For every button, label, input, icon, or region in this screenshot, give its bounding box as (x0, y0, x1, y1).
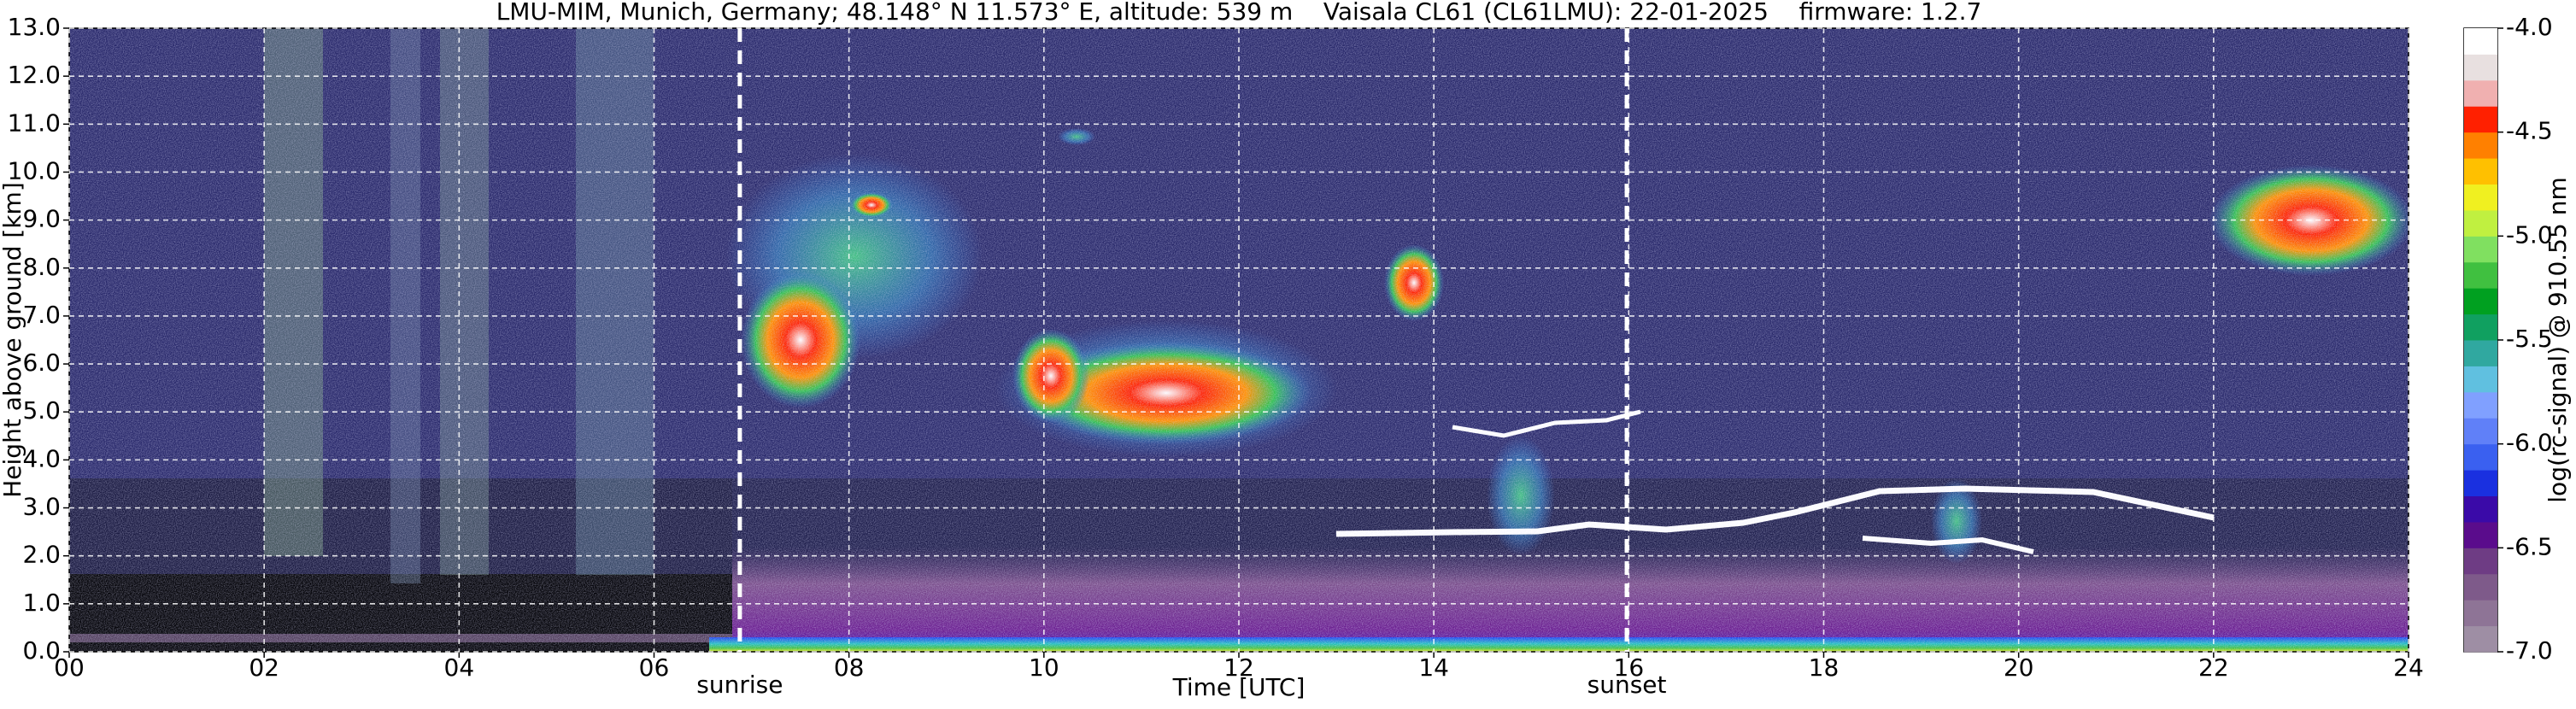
colorbar-band (2464, 443, 2497, 471)
colorbar-tick-label: -6.5 (2506, 532, 2553, 560)
y-tick-label: 2.0 (22, 541, 61, 569)
annotation-label: sunrise (696, 671, 783, 699)
y-tick-label: 9.0 (22, 205, 61, 233)
y-tick-label: 11.0 (8, 108, 61, 137)
y-axis-label: Height above ground [km] (0, 182, 26, 498)
colorbar-band (2464, 209, 2497, 237)
colorbar-tick-label: -6.0 (2506, 429, 2553, 457)
x-tick-label: 16 (1614, 653, 1645, 682)
colorbar-band (2464, 288, 2497, 315)
x-tick-label: 00 (54, 653, 85, 682)
x-tick-label: 20 (2004, 653, 2034, 682)
y-tick-label: 10.0 (8, 156, 61, 185)
signal-field (69, 28, 2409, 652)
x-axis-label: Time [UTC] (1172, 673, 1306, 701)
colorbar-tick-label: -4.5 (2506, 117, 2553, 145)
colorbar-tick-label: -5.0 (2506, 220, 2553, 249)
colorbar-tick-label: -7.0 (2506, 636, 2553, 665)
chart-title: LMU-MIM, Munich, Germany; 48.148° N 11.5… (496, 0, 1982, 26)
x-tick-label: 14 (1418, 653, 1449, 682)
colorbar-label: log(rc-signal) @ 910.55 nm (2544, 177, 2572, 502)
x-tick-label: 06 (639, 653, 670, 682)
y-tick-label: 12.0 (8, 61, 61, 89)
y-tick-label: 6.0 (22, 349, 61, 377)
y-tick-label: 13.0 (8, 13, 61, 41)
colorbar-band (2464, 132, 2497, 159)
y-tick-label: 7.0 (22, 301, 61, 329)
colorbar-band (2464, 600, 2497, 627)
x-tick-label: 02 (249, 653, 279, 682)
y-tick-label: 1.0 (22, 589, 61, 617)
colorbar-band (2464, 79, 2497, 107)
colorbar-band (2464, 158, 2497, 185)
x-tick-label: 22 (2198, 653, 2229, 682)
y-tick-label: 4.0 (22, 444, 61, 472)
colorbar-band (2464, 625, 2497, 653)
colorbar-band (2464, 418, 2497, 445)
colorbar-tick-label: -4.0 (2506, 13, 2553, 41)
colorbar-band (2464, 261, 2497, 289)
x-tick-label: 08 (834, 653, 865, 682)
colorbar-band (2464, 184, 2497, 211)
colorbar-band (2464, 470, 2497, 496)
x-tick-label: 18 (1809, 653, 1840, 682)
colorbar-band (2464, 521, 2497, 548)
colorbar-tick-label: -5.5 (2506, 325, 2553, 353)
colorbar-band (2464, 106, 2497, 133)
colorbar-band (2464, 340, 2497, 366)
colorbar-band (2464, 313, 2497, 341)
x-tick-label: 12 (1223, 653, 1254, 682)
x-tick-label: 10 (1029, 653, 1059, 682)
colorbar-band (2464, 236, 2497, 263)
colorbar-band (2464, 391, 2497, 419)
y-tick-label: 8.0 (22, 253, 61, 281)
colorbar-band (2464, 28, 2497, 55)
colorbar-band (2464, 366, 2497, 393)
y-tick-label: 3.0 (22, 493, 61, 521)
colorbar-band (2464, 573, 2497, 601)
y-tick-label: 0.0 (22, 636, 61, 665)
colorbar-band (2464, 495, 2497, 523)
annotation-label: sunset (1587, 671, 1667, 699)
x-tick-label: 24 (2393, 653, 2424, 682)
colorbar-band (2464, 54, 2497, 81)
colorbar-band (2464, 548, 2497, 575)
y-tick-label: 5.0 (22, 396, 61, 425)
x-tick-label: 04 (444, 653, 475, 682)
